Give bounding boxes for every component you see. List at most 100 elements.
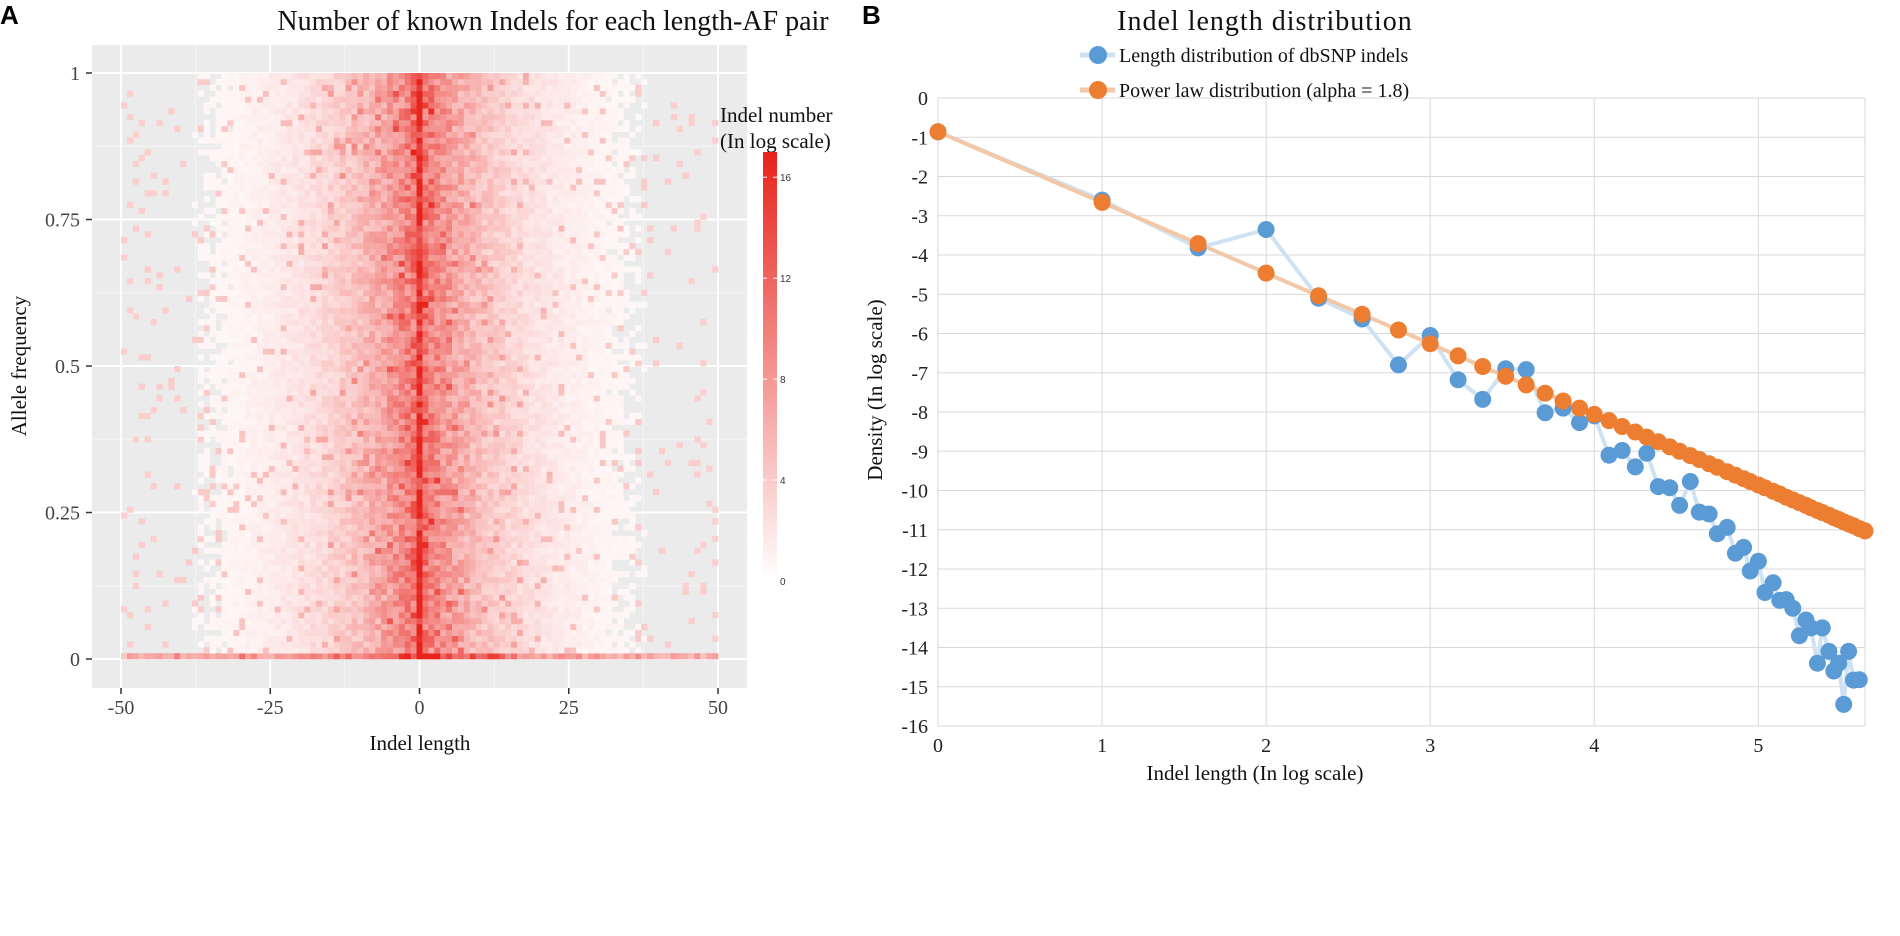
heatmap-cell <box>251 108 258 115</box>
heatmap-cell <box>398 272 406 279</box>
heatmap-cell <box>239 336 246 343</box>
heatmap-cell <box>446 483 453 490</box>
heatmap-cell <box>369 313 376 320</box>
heatmap-cell <box>375 547 382 554</box>
heatmap-cell <box>298 307 305 314</box>
heatmap-cell <box>274 155 281 162</box>
heatmap-cell <box>268 547 276 554</box>
heatmap-cell <box>256 582 264 590</box>
heatmap-cell <box>422 184 429 191</box>
heatmap-cell <box>310 448 317 455</box>
heatmap-cell <box>434 600 441 607</box>
heatmap-cell <box>298 635 305 642</box>
heatmap-cell <box>446 623 453 631</box>
heatmap-cell <box>339 96 346 103</box>
heatmap-cell <box>434 219 441 226</box>
heatmap-cell <box>286 313 293 320</box>
heatmap-cell <box>256 641 264 648</box>
heatmap-cell <box>298 524 305 531</box>
heatmap-cell <box>487 242 494 250</box>
heatmap-cell <box>416 272 423 279</box>
heatmap-cell <box>475 576 482 584</box>
heatmap-cell <box>280 237 287 244</box>
heatmap-cell <box>475 653 482 660</box>
heatmap-cell <box>345 149 352 156</box>
heatmap-cell <box>203 184 211 191</box>
heatmap-cell <box>292 506 299 513</box>
heatmap-cell <box>251 219 258 226</box>
heatmap-cell <box>369 225 376 232</box>
heatmap-cell <box>386 635 394 642</box>
heatmap-cell <box>363 530 370 537</box>
heatmap-cell <box>475 641 482 648</box>
heatmap-cell <box>452 102 459 109</box>
heatmap-cell <box>292 541 299 549</box>
heatmap-cell <box>239 465 246 472</box>
heatmap-cell <box>286 330 293 338</box>
heatmap-cell <box>274 184 281 191</box>
heatmap-cell <box>392 260 400 267</box>
heatmap-cell <box>256 283 264 291</box>
heatmap-cell <box>475 477 482 484</box>
heatmap-cell <box>274 149 281 156</box>
heatmap-cell <box>280 219 287 226</box>
heatmap-cell <box>333 383 341 390</box>
heatmap-cell <box>327 149 335 156</box>
heatmap-cell <box>398 178 406 185</box>
heatmap-cell <box>357 371 364 379</box>
heatmap-cell <box>363 600 370 607</box>
heatmap-cell <box>404 289 411 297</box>
heatmap-cell <box>256 184 264 191</box>
heatmap-cell <box>233 635 240 642</box>
heatmap-cell <box>256 348 264 355</box>
heatmap-cell <box>428 90 435 97</box>
heatmap-cell <box>256 90 264 97</box>
heatmap-cell <box>345 448 352 455</box>
heatmap-cell <box>268 196 276 203</box>
heatmap-cell <box>463 266 471 273</box>
heatmap-cell <box>375 160 382 168</box>
heatmap-cell <box>440 635 447 642</box>
heatmap-cell <box>339 471 346 478</box>
heatmap-cell <box>339 131 346 138</box>
heatmap-cell <box>416 594 423 601</box>
heatmap-cell <box>321 149 329 156</box>
heatmap-cell <box>251 272 258 279</box>
heatmap-cell <box>310 629 317 636</box>
heatmap-cell <box>351 541 358 549</box>
heatmap-cell <box>298 266 305 273</box>
heatmap-cell <box>357 149 364 156</box>
heatmap-cell <box>227 371 234 379</box>
heatmap-cell <box>286 483 293 490</box>
heatmap-cell <box>280 623 287 631</box>
heatmap-cell <box>446 366 453 373</box>
heatmap-cell <box>392 354 400 361</box>
heatmap-cell <box>463 289 471 297</box>
heatmap-cell <box>286 401 293 408</box>
heatmap-cell <box>392 266 400 273</box>
heatmap-cell <box>363 442 370 449</box>
heatmap-cell <box>446 612 453 619</box>
heatmap-cell <box>386 418 394 425</box>
heatmap-cell <box>452 354 459 361</box>
heatmap-cell <box>463 278 471 285</box>
heatmap-cell <box>392 395 400 402</box>
heatmap-cell <box>274 108 281 115</box>
heatmap-cell <box>404 559 411 566</box>
heatmap-cell <box>227 366 234 373</box>
heatmap-cell <box>333 207 341 214</box>
heatmap-cell <box>440 237 447 244</box>
heatmap-cell <box>369 635 376 642</box>
heatmap-cell <box>251 623 258 631</box>
heatmap-cell <box>416 524 423 531</box>
heatmap-cell <box>268 184 276 191</box>
heatmap-cell <box>386 489 394 496</box>
heatmap-cell <box>327 324 335 332</box>
heatmap-cell <box>221 125 228 132</box>
heatmap-cell <box>428 196 435 203</box>
heatmap-cell <box>245 565 252 572</box>
heatmap-cell <box>457 201 465 209</box>
heatmap-cell <box>357 160 364 168</box>
heatmap-cell <box>339 442 346 449</box>
heatmap-cell <box>446 213 453 220</box>
